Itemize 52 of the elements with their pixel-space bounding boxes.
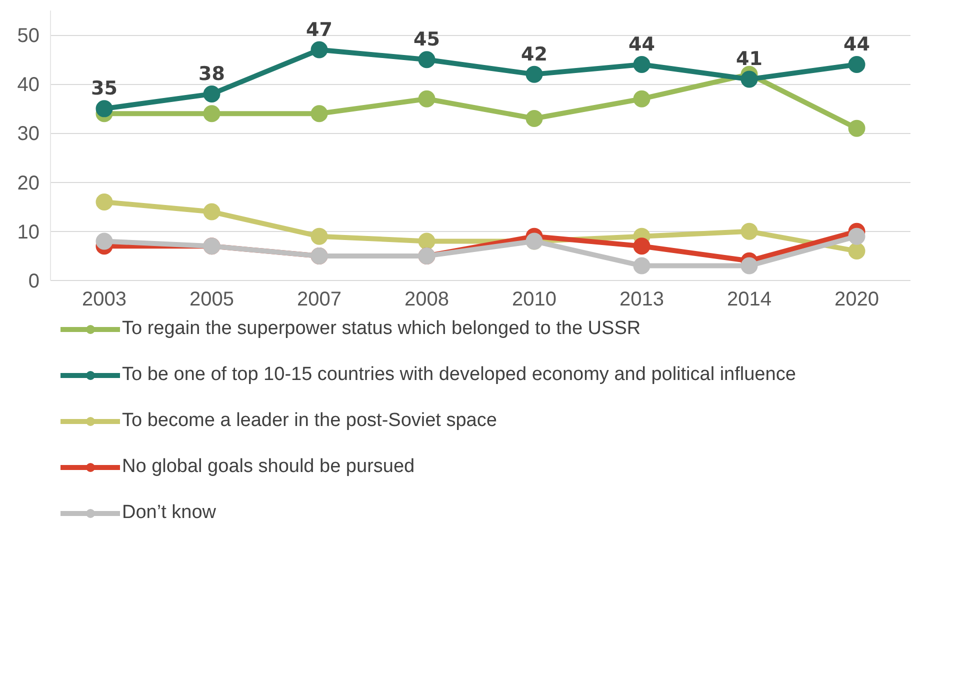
- point: [203, 203, 220, 220]
- data-label: 41: [736, 48, 762, 70]
- point: [848, 120, 866, 137]
- point: [96, 232, 113, 250]
- point: [633, 238, 650, 255]
- data-label: 47: [306, 18, 332, 41]
- x-tick-label: 2010: [512, 288, 557, 310]
- point: [633, 90, 650, 108]
- point: [633, 257, 650, 274]
- y-tick-label: 0: [28, 270, 40, 292]
- point: [633, 56, 650, 73]
- x-tick-label: 2013: [620, 288, 664, 310]
- point: [848, 228, 866, 245]
- point: [203, 85, 220, 102]
- legend-label: Don’t know: [122, 502, 216, 524]
- point: [740, 70, 758, 88]
- point: [526, 110, 543, 127]
- point: [310, 228, 328, 245]
- point: [848, 242, 866, 260]
- legend-label: To be one of top 10-15 countries with developed economy and political influence: [122, 364, 796, 386]
- point: [848, 56, 866, 73]
- y-tick-label: 20: [17, 172, 40, 194]
- legend-label: To regain the superpower status which belonged to the USSR: [122, 318, 641, 340]
- point: [310, 105, 328, 122]
- x-tick-label: 2005: [190, 288, 234, 310]
- point: [418, 232, 436, 250]
- legend-label: No global goals should be pursued: [122, 456, 415, 478]
- y-tick-label: 10: [17, 221, 40, 244]
- y-tick-label: 30: [17, 123, 40, 146]
- data-label: 35: [91, 78, 118, 100]
- x-tick-label: 2020: [834, 288, 880, 310]
- point: [418, 90, 436, 108]
- data-label: 45: [414, 28, 440, 51]
- point: [526, 66, 543, 83]
- point: [310, 41, 328, 58]
- point: [96, 100, 113, 118]
- y-tick-label: 50: [17, 25, 40, 48]
- data-label: 42: [521, 43, 548, 66]
- point: [418, 51, 436, 68]
- point: [740, 222, 758, 240]
- point: [96, 193, 113, 210]
- x-tick-label: 2008: [404, 288, 450, 310]
- y-tick-label: 40: [17, 74, 40, 96]
- data-label: 38: [198, 62, 225, 85]
- x-tick-label: 2003: [82, 288, 127, 310]
- legend-label: To become a leader in the post-Soviet space: [122, 410, 497, 432]
- x-tick-label: 2007: [297, 288, 342, 310]
- point: [203, 105, 220, 122]
- data-label: 44: [628, 34, 655, 56]
- point: [740, 257, 758, 274]
- x-tick-label: 2014: [727, 288, 772, 310]
- data-label: 44: [844, 34, 870, 56]
